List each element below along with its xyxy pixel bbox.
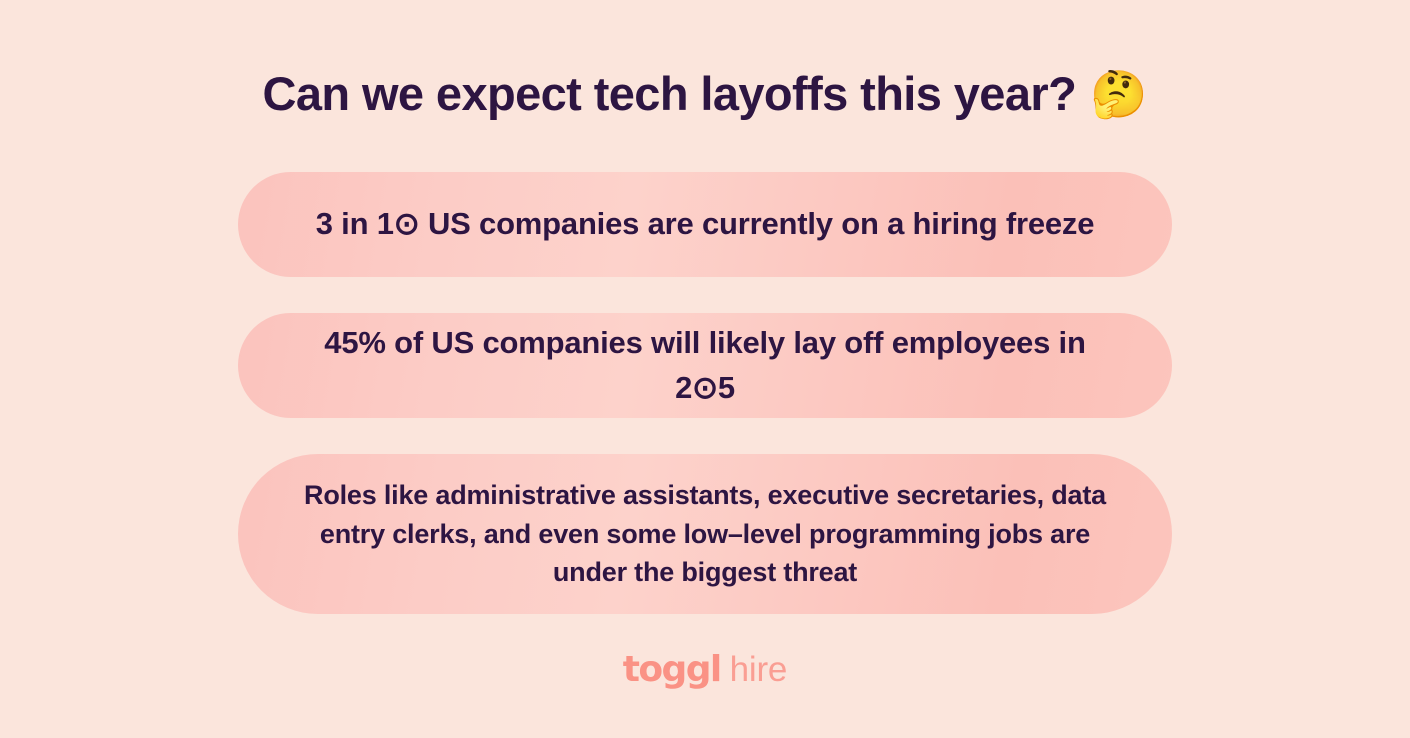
stat-card-text: 45% of US companies will likely lay off … [324,325,1086,405]
logo-product-text: hire [729,650,788,689]
page-title-text: Can we expect tech layoffs this year? [262,67,1077,120]
stat-card-text: 3 in 1⊙ US companies are currently on a … [315,206,1095,242]
logo-brand-text: toggl [622,649,722,690]
stat-card-list: 3 in 1⊙ US companies are currently on a … [238,172,1172,614]
toggl-hire-logo: toggl hire [0,652,1410,688]
page-title: Can we expect tech layoffs this year? 🤔 [0,68,1410,120]
stat-card: Roles like administrative assistants, ex… [238,454,1172,614]
stat-card: 45% of US companies will likely lay off … [238,313,1172,418]
thinking-face-icon: 🤔 [1090,67,1148,120]
stat-card-text: Roles like administrative assistants, ex… [304,480,1106,588]
stat-card: 3 in 1⊙ US companies are currently on a … [238,172,1172,277]
